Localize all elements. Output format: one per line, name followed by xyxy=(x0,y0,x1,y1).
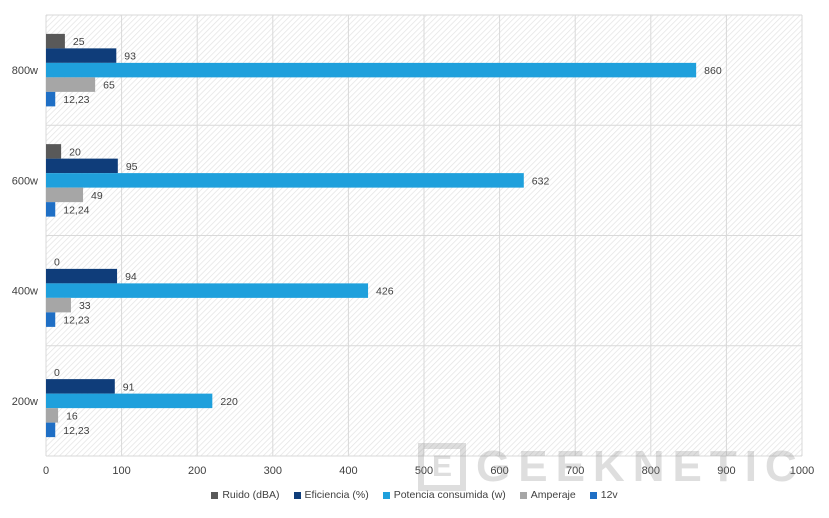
x-tick-label: 200 xyxy=(188,465,206,477)
bar xyxy=(46,422,56,438)
data-label: 220 xyxy=(220,396,238,408)
category-label: 600w xyxy=(12,175,38,187)
data-label: 93 xyxy=(124,51,136,63)
data-label: 12,23 xyxy=(63,94,89,106)
legend-label: Ruido (dBA) xyxy=(222,489,280,501)
data-label: 12,24 xyxy=(63,204,89,216)
legend-swatch xyxy=(589,491,597,499)
legend: Ruido (dBA) Eficiencia (%) Potencia consum… xyxy=(0,489,829,501)
legend-label: Amperaje xyxy=(530,489,576,501)
x-tick-label: 400 xyxy=(339,465,357,477)
category-label: 200w xyxy=(12,396,38,408)
bar xyxy=(46,187,84,203)
bar xyxy=(46,33,65,49)
legend-label: Potencia consumida (w) xyxy=(393,489,506,501)
legend-item: Eficiencia (%) xyxy=(293,489,369,501)
data-label: 12,23 xyxy=(63,425,89,437)
x-tick-label: 1000 xyxy=(790,465,814,477)
legend-item: 12v xyxy=(589,489,618,501)
x-tick-label: 800 xyxy=(642,465,660,477)
bar xyxy=(46,48,117,63)
data-label: 95 xyxy=(126,161,138,173)
bar xyxy=(46,202,56,217)
data-label: 20 xyxy=(69,146,81,158)
bar xyxy=(46,268,118,284)
bar xyxy=(46,144,62,159)
data-label: 426 xyxy=(376,286,394,298)
bar xyxy=(46,393,213,409)
data-label: 49 xyxy=(91,190,103,202)
legend-swatch xyxy=(293,491,301,499)
data-label: 12,23 xyxy=(63,315,89,327)
legend-item: Ruido (dBA) xyxy=(211,489,280,501)
bar xyxy=(46,173,524,188)
legend-label: Eficiencia (%) xyxy=(304,489,369,501)
bar xyxy=(46,297,71,313)
data-label: 632 xyxy=(532,175,550,187)
category-label: 400w xyxy=(12,286,38,298)
data-label: 860 xyxy=(704,65,722,77)
legend-label: 12v xyxy=(600,489,618,501)
legend-swatch xyxy=(382,491,390,499)
legend-item: Potencia consumida (w) xyxy=(382,489,506,501)
bar xyxy=(46,408,59,423)
data-label: 94 xyxy=(125,271,137,283)
bar xyxy=(46,312,56,327)
x-tick-label: 100 xyxy=(112,465,130,477)
x-tick-label: 0 xyxy=(43,465,49,477)
bar xyxy=(46,62,697,78)
x-tick-label: 700 xyxy=(566,465,584,477)
bar xyxy=(46,283,369,298)
data-label: 25 xyxy=(73,36,85,48)
bar xyxy=(46,91,56,107)
legend-item: Amperaje xyxy=(519,489,576,501)
data-label: 16 xyxy=(66,410,78,422)
bar xyxy=(46,158,118,174)
data-label: 91 xyxy=(123,381,135,393)
x-tick-label: 600 xyxy=(490,465,508,477)
x-tick-label: 500 xyxy=(415,465,433,477)
data-label: 33 xyxy=(79,300,91,312)
bar xyxy=(46,379,115,394)
legend-swatch xyxy=(211,491,219,499)
x-tick-label: 300 xyxy=(264,465,282,477)
x-tick-label: 900 xyxy=(717,465,735,477)
data-label: 65 xyxy=(103,80,115,92)
data-label: 0 xyxy=(54,257,60,269)
legend-swatch xyxy=(519,491,527,499)
data-label: 0 xyxy=(54,367,60,379)
bar xyxy=(46,77,96,92)
category-label: 800w xyxy=(12,65,38,77)
